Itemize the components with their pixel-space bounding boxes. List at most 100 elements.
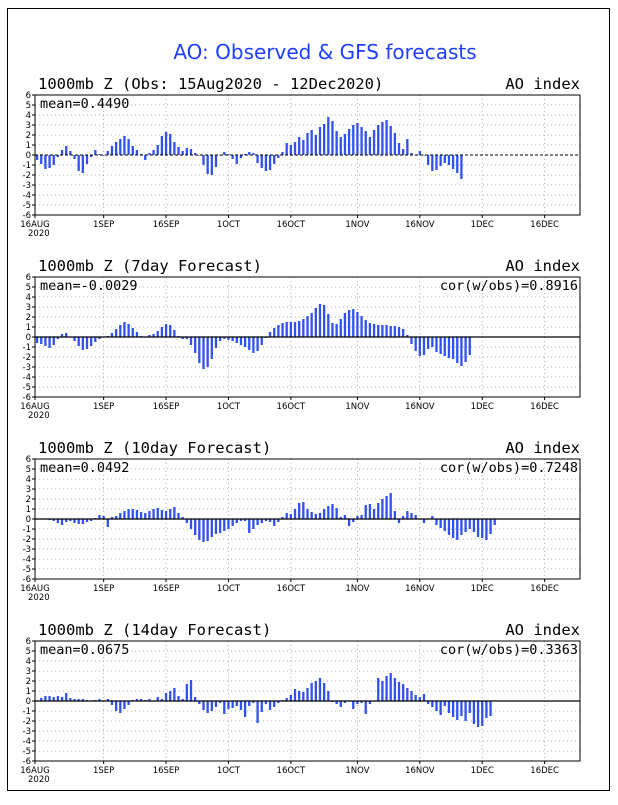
bar bbox=[81, 337, 84, 350]
bar bbox=[77, 519, 80, 524]
bar bbox=[397, 327, 401, 337]
bar bbox=[339, 517, 342, 519]
bar bbox=[123, 511, 126, 519]
bar bbox=[323, 683, 326, 701]
bar bbox=[123, 322, 126, 337]
x-tick-label: 1NOV bbox=[345, 402, 369, 412]
x-tick-label: 16DEC bbox=[530, 766, 559, 776]
bar bbox=[472, 701, 476, 724]
bar bbox=[352, 519, 355, 522]
x-tick-label: 16NOV bbox=[405, 402, 435, 412]
bar bbox=[364, 505, 367, 519]
bar bbox=[306, 509, 309, 519]
x-tick-label: 16AUG bbox=[20, 766, 49, 776]
bar bbox=[56, 696, 60, 701]
bar bbox=[69, 151, 72, 155]
bar bbox=[281, 152, 284, 155]
bar bbox=[343, 515, 347, 519]
figure-title: AO: Observed & GFS forecasts bbox=[173, 40, 476, 64]
bar bbox=[160, 699, 164, 701]
bar bbox=[227, 519, 230, 529]
bar bbox=[202, 701, 205, 710]
y-tick-label: -5 bbox=[23, 565, 31, 575]
year-label: 2020 bbox=[28, 593, 50, 603]
bar bbox=[148, 511, 151, 519]
bar bbox=[152, 150, 155, 155]
y-tick-label: 0 bbox=[26, 515, 31, 525]
bar bbox=[389, 326, 392, 337]
bar bbox=[173, 330, 176, 337]
y-tick-label: -4 bbox=[23, 191, 31, 201]
bar bbox=[431, 155, 434, 171]
bar bbox=[377, 678, 380, 701]
bar bbox=[214, 337, 218, 348]
bar bbox=[127, 324, 130, 337]
bar bbox=[231, 155, 234, 159]
bar bbox=[239, 337, 243, 345]
bar bbox=[202, 519, 205, 542]
bar bbox=[289, 695, 292, 701]
bar bbox=[327, 506, 330, 519]
bar bbox=[381, 681, 384, 701]
bar bbox=[214, 155, 218, 167]
x-tick-label: 16SEP bbox=[153, 402, 180, 412]
bar bbox=[406, 688, 409, 701]
bar bbox=[352, 125, 355, 155]
bar bbox=[260, 519, 263, 523]
bar bbox=[81, 155, 84, 173]
bar bbox=[173, 142, 176, 155]
bar bbox=[347, 519, 351, 526]
y-tick-label: 2 bbox=[26, 677, 31, 687]
bar bbox=[368, 701, 372, 704]
bar bbox=[493, 519, 496, 525]
bar bbox=[52, 155, 55, 165]
bar bbox=[260, 337, 263, 345]
bar bbox=[152, 509, 155, 519]
bar bbox=[65, 519, 68, 522]
bar bbox=[264, 155, 268, 171]
bar bbox=[318, 127, 322, 155]
bar bbox=[243, 337, 247, 347]
bar bbox=[273, 701, 276, 707]
bar bbox=[268, 155, 272, 170]
bar bbox=[114, 329, 118, 337]
bar bbox=[260, 701, 263, 712]
bar bbox=[119, 325, 122, 337]
bar bbox=[418, 337, 421, 356]
bar bbox=[214, 519, 218, 534]
y-tick-label: 0 bbox=[26, 151, 31, 161]
y-tick-label: -4 bbox=[23, 555, 31, 565]
bar bbox=[447, 337, 451, 358]
bar bbox=[114, 701, 118, 711]
bar bbox=[160, 136, 164, 155]
x-tick-label: 1OCT bbox=[217, 402, 241, 412]
bar bbox=[381, 499, 384, 519]
bar bbox=[114, 516, 118, 519]
bar bbox=[156, 697, 159, 701]
bar bbox=[377, 503, 380, 519]
bar bbox=[169, 509, 172, 519]
bar bbox=[35, 337, 39, 343]
bar bbox=[289, 322, 292, 337]
panel-4: 1000mb Z (14day Forecast) AO index 6543210… bbox=[20, 621, 581, 785]
bar bbox=[173, 688, 176, 701]
bar bbox=[277, 519, 280, 522]
bar bbox=[489, 519, 492, 534]
y-tick-label: 4 bbox=[26, 657, 31, 667]
bar bbox=[364, 131, 367, 155]
bar bbox=[85, 155, 89, 164]
x-tick-label: 16NOV bbox=[405, 584, 435, 594]
bar bbox=[323, 509, 326, 519]
bar bbox=[164, 132, 168, 155]
bar bbox=[110, 517, 114, 519]
bar bbox=[123, 136, 126, 155]
x-tick-label: 16DEC bbox=[530, 402, 559, 412]
bar bbox=[210, 155, 213, 175]
bar bbox=[144, 155, 147, 160]
bar bbox=[48, 155, 51, 168]
bar bbox=[393, 133, 397, 155]
bar bbox=[177, 696, 180, 701]
bar bbox=[156, 331, 159, 337]
index-label: AO index bbox=[505, 75, 580, 93]
bar bbox=[127, 701, 130, 705]
